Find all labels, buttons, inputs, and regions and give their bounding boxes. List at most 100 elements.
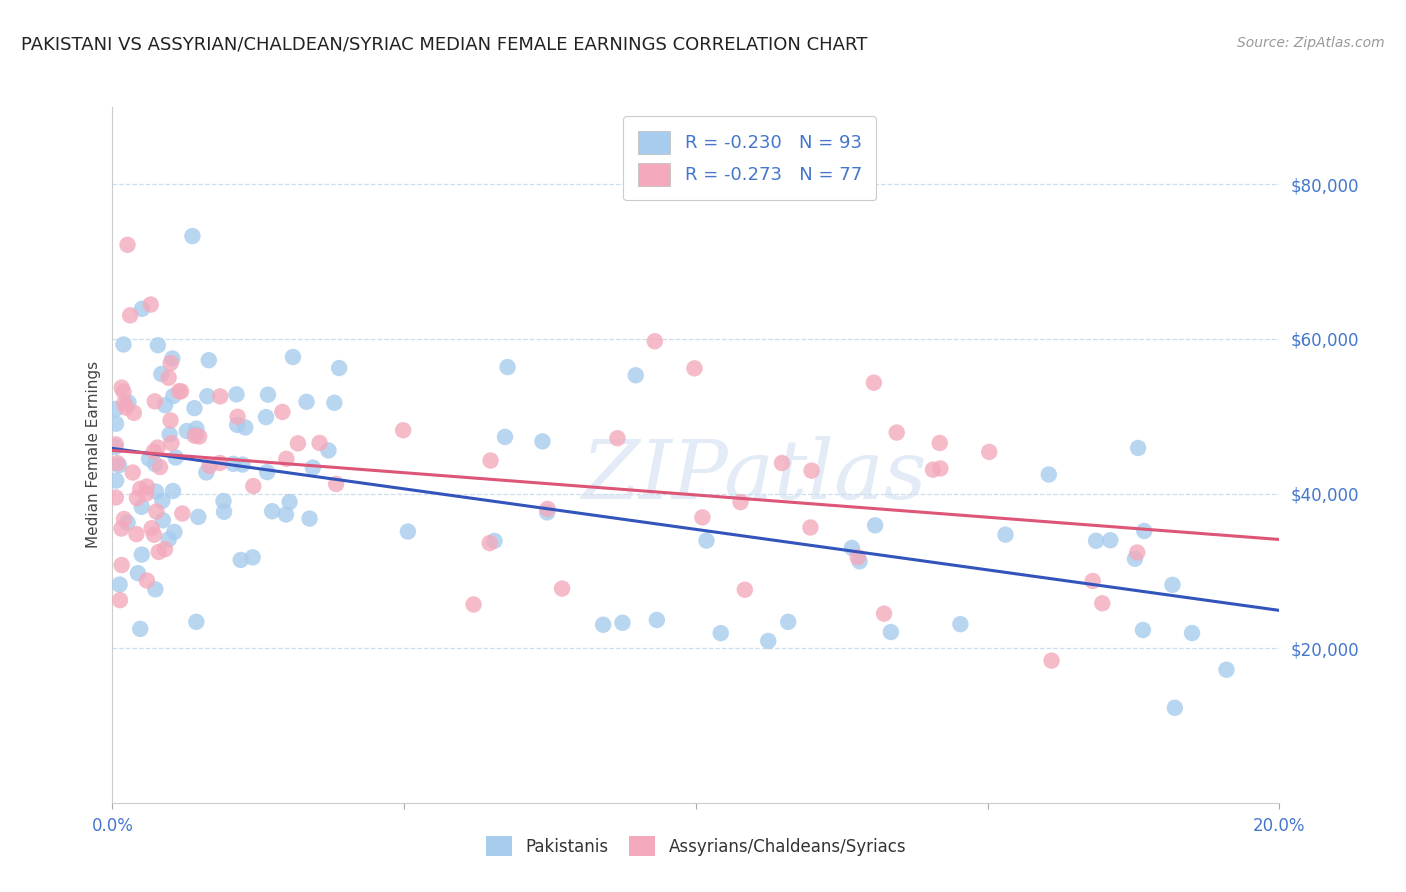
Point	[1123, 551, 1146, 566]
Point	[841, 541, 863, 555]
Point	[551, 582, 574, 596]
Point	[160, 436, 183, 450]
Point	[1085, 533, 1108, 548]
Point	[994, 527, 1017, 541]
Legend: Pakistanis, Assyrians/Chaldeans/Syriacs: Pakistanis, Assyrians/Chaldeans/Syriacs	[477, 828, 915, 864]
Point	[730, 495, 752, 509]
Point	[325, 477, 347, 491]
Point	[863, 376, 886, 390]
Point	[683, 361, 706, 376]
Text: Source: ZipAtlas.com: Source: ZipAtlas.com	[1237, 36, 1385, 50]
Point	[142, 444, 165, 458]
Point	[225, 387, 247, 401]
Point	[695, 533, 717, 548]
Point	[886, 425, 908, 440]
Point	[112, 384, 135, 399]
Point	[479, 453, 502, 467]
Point	[846, 550, 869, 565]
Point	[276, 451, 298, 466]
Point	[198, 353, 221, 368]
Point	[1038, 467, 1060, 482]
Point	[692, 510, 714, 524]
Point	[108, 577, 131, 591]
Point	[131, 500, 153, 514]
Point	[170, 384, 193, 399]
Point	[112, 512, 135, 526]
Point	[198, 458, 221, 473]
Point	[274, 508, 297, 522]
Point	[129, 482, 152, 496]
Point	[645, 613, 668, 627]
Point	[157, 533, 180, 547]
Point	[209, 389, 232, 403]
Point	[848, 554, 870, 568]
Point	[536, 505, 558, 519]
Point	[162, 351, 184, 366]
Point	[148, 545, 170, 559]
Point	[308, 436, 330, 450]
Point	[187, 509, 209, 524]
Point	[129, 622, 152, 636]
Point	[146, 441, 169, 455]
Point	[287, 436, 309, 450]
Point	[770, 456, 793, 470]
Point	[1099, 533, 1122, 548]
Point	[226, 417, 249, 432]
Point	[478, 536, 501, 550]
Point	[756, 634, 779, 648]
Point	[150, 494, 173, 508]
Point	[328, 361, 350, 376]
Point	[186, 427, 208, 442]
Point	[122, 406, 145, 420]
Point	[159, 356, 181, 370]
Y-axis label: Median Female Earnings: Median Female Earnings	[86, 361, 101, 549]
Point	[138, 451, 160, 466]
Point	[186, 615, 208, 629]
Point	[143, 527, 166, 541]
Point	[188, 429, 211, 443]
Point	[157, 370, 180, 384]
Point	[143, 457, 166, 471]
Point	[922, 463, 945, 477]
Point	[231, 458, 253, 472]
Point	[159, 413, 181, 427]
Point	[496, 360, 519, 375]
Point	[800, 464, 823, 478]
Point	[145, 504, 167, 518]
Point	[262, 504, 284, 518]
Point	[163, 524, 186, 539]
Point	[162, 483, 184, 498]
Point	[104, 440, 127, 454]
Point	[117, 237, 139, 252]
Point	[624, 368, 647, 383]
Point	[104, 437, 127, 451]
Point	[1161, 578, 1184, 592]
Point	[256, 465, 278, 479]
Point	[278, 495, 301, 509]
Point	[104, 401, 127, 416]
Point	[212, 494, 235, 508]
Point	[150, 367, 173, 381]
Point	[135, 486, 157, 500]
Point	[281, 350, 304, 364]
Point	[949, 617, 972, 632]
Point	[153, 398, 176, 412]
Point	[592, 617, 614, 632]
Point	[195, 466, 218, 480]
Point	[176, 424, 198, 438]
Point	[172, 507, 194, 521]
Point	[233, 420, 256, 434]
Point	[242, 479, 264, 493]
Text: ZIPatlas: ZIPatlas	[582, 436, 927, 516]
Point	[257, 387, 280, 401]
Point	[392, 423, 415, 437]
Point	[295, 394, 318, 409]
Point	[494, 430, 516, 444]
Point	[1091, 596, 1114, 610]
Point	[105, 417, 128, 431]
Point	[928, 436, 950, 450]
Point	[146, 338, 169, 352]
Point	[167, 384, 190, 399]
Point	[1126, 545, 1149, 559]
Point	[143, 394, 166, 409]
